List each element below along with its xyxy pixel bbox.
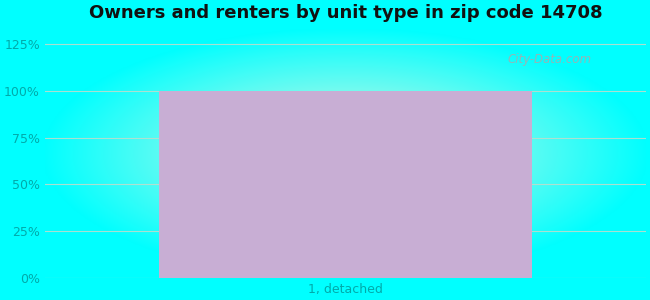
- Title: Owners and renters by unit type in zip code 14708: Owners and renters by unit type in zip c…: [88, 4, 602, 22]
- Bar: [159, 91, 532, 278]
- Text: City-Data.com: City-Data.com: [508, 52, 592, 66]
